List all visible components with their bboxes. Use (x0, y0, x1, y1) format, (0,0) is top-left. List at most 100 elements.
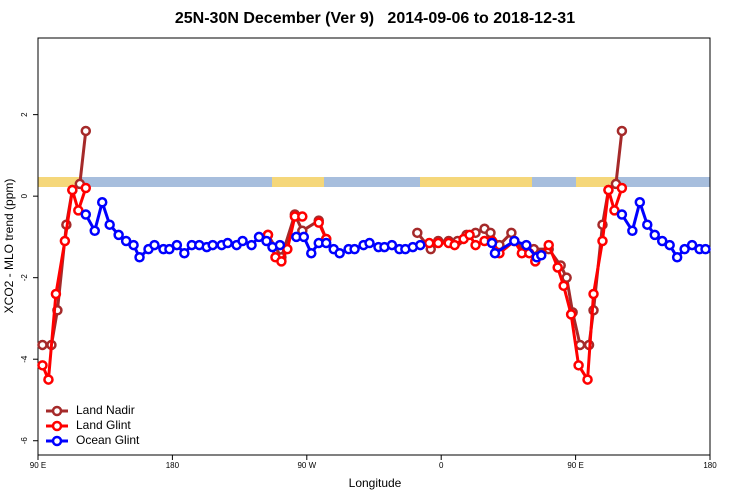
data-point (149, 239, 160, 251)
x-tick-label: 90 W (297, 461, 316, 470)
legend-label: Land Glint (76, 418, 131, 432)
data-point (489, 247, 501, 259)
data-point (253, 231, 265, 243)
data-point (306, 247, 317, 259)
data-point (627, 225, 638, 237)
data-point (297, 211, 308, 222)
data-point (521, 239, 532, 251)
data-point (320, 237, 332, 249)
data-point (274, 239, 286, 251)
data-point (424, 237, 435, 249)
data-point (449, 239, 460, 251)
series (37, 182, 628, 385)
data-point (113, 229, 124, 241)
x-tick-label: 90 E (567, 461, 583, 470)
land-strip (576, 177, 618, 187)
land-strip (272, 177, 324, 187)
data-point (334, 247, 345, 259)
x-tick-label: 180 (703, 461, 717, 470)
data-point (616, 182, 628, 194)
data-point (59, 235, 71, 247)
data-point (634, 197, 646, 208)
y-tick-label: 2 (20, 112, 29, 117)
data-point (671, 252, 683, 263)
y-tick-label: 0 (20, 193, 29, 198)
data-point (222, 237, 233, 249)
data-point (128, 239, 139, 251)
data-point (597, 235, 608, 247)
legend-label: Ocean Glint (76, 433, 140, 447)
y-tick-label: -6 (20, 437, 29, 445)
chart-title: 25N-30N December (Ver 9) 2014-09-06 to 2… (175, 10, 575, 27)
y-tick-label: -4 (20, 355, 29, 363)
land-strip (420, 177, 532, 187)
land-ocean-strip (38, 177, 710, 187)
data-point (412, 227, 423, 239)
x-axis-label: Longitude (349, 476, 402, 490)
data-point (642, 219, 653, 230)
data-point (43, 374, 54, 385)
legend-marker (51, 405, 63, 417)
data-point (565, 309, 577, 320)
data-point (246, 239, 257, 251)
ocean-strip (38, 177, 710, 187)
data-point (464, 229, 475, 241)
legend-marker (51, 435, 63, 447)
data-point (582, 374, 593, 385)
legend-label: Land Nadir (76, 403, 135, 417)
x-tick-label: 0 (439, 461, 444, 470)
data-point (276, 256, 287, 267)
data-point (386, 239, 398, 251)
data-point (432, 237, 444, 249)
data-point (558, 280, 569, 292)
land-strip (38, 177, 80, 187)
data-point (616, 125, 628, 137)
data-point (237, 235, 248, 247)
y-tick-label: -2 (20, 274, 29, 282)
data-point (261, 235, 272, 247)
legend-marker (51, 420, 63, 432)
data-point (603, 184, 614, 196)
data-point (298, 231, 310, 243)
x-tick-label: 90 E (30, 461, 46, 470)
data-point (543, 239, 554, 251)
data-point (486, 237, 498, 249)
data-point (536, 250, 547, 261)
data-point (509, 235, 520, 247)
data-point (349, 243, 360, 255)
data-point (485, 227, 496, 239)
data-point (73, 205, 84, 216)
data-point (364, 237, 375, 249)
data-point (207, 239, 218, 251)
data-point (588, 288, 599, 300)
data-point (120, 235, 132, 247)
data-point (679, 243, 690, 255)
data-point (561, 272, 572, 283)
data-point (164, 243, 175, 255)
data-point (67, 184, 78, 196)
data-point (80, 182, 92, 194)
data-point (470, 239, 481, 251)
data-point (415, 239, 426, 251)
data-point (80, 125, 92, 137)
data-point (649, 229, 660, 241)
data-point (104, 219, 115, 230)
data-point (89, 225, 100, 237)
y-axis-label: XCO2 - MLO trend (ppm) (2, 179, 16, 314)
data-point (179, 247, 190, 259)
data-point (37, 339, 48, 351)
data-point (686, 239, 698, 251)
data-point (313, 217, 324, 228)
data-point (552, 262, 563, 273)
data-point (664, 239, 675, 251)
data-point (134, 252, 145, 263)
data-point (80, 209, 92, 220)
data-point (96, 197, 108, 208)
data-point (616, 209, 628, 220)
data-point (171, 239, 183, 251)
data-point (609, 205, 620, 216)
data-point (50, 288, 62, 300)
data-point (700, 243, 711, 255)
data-point (573, 360, 584, 371)
